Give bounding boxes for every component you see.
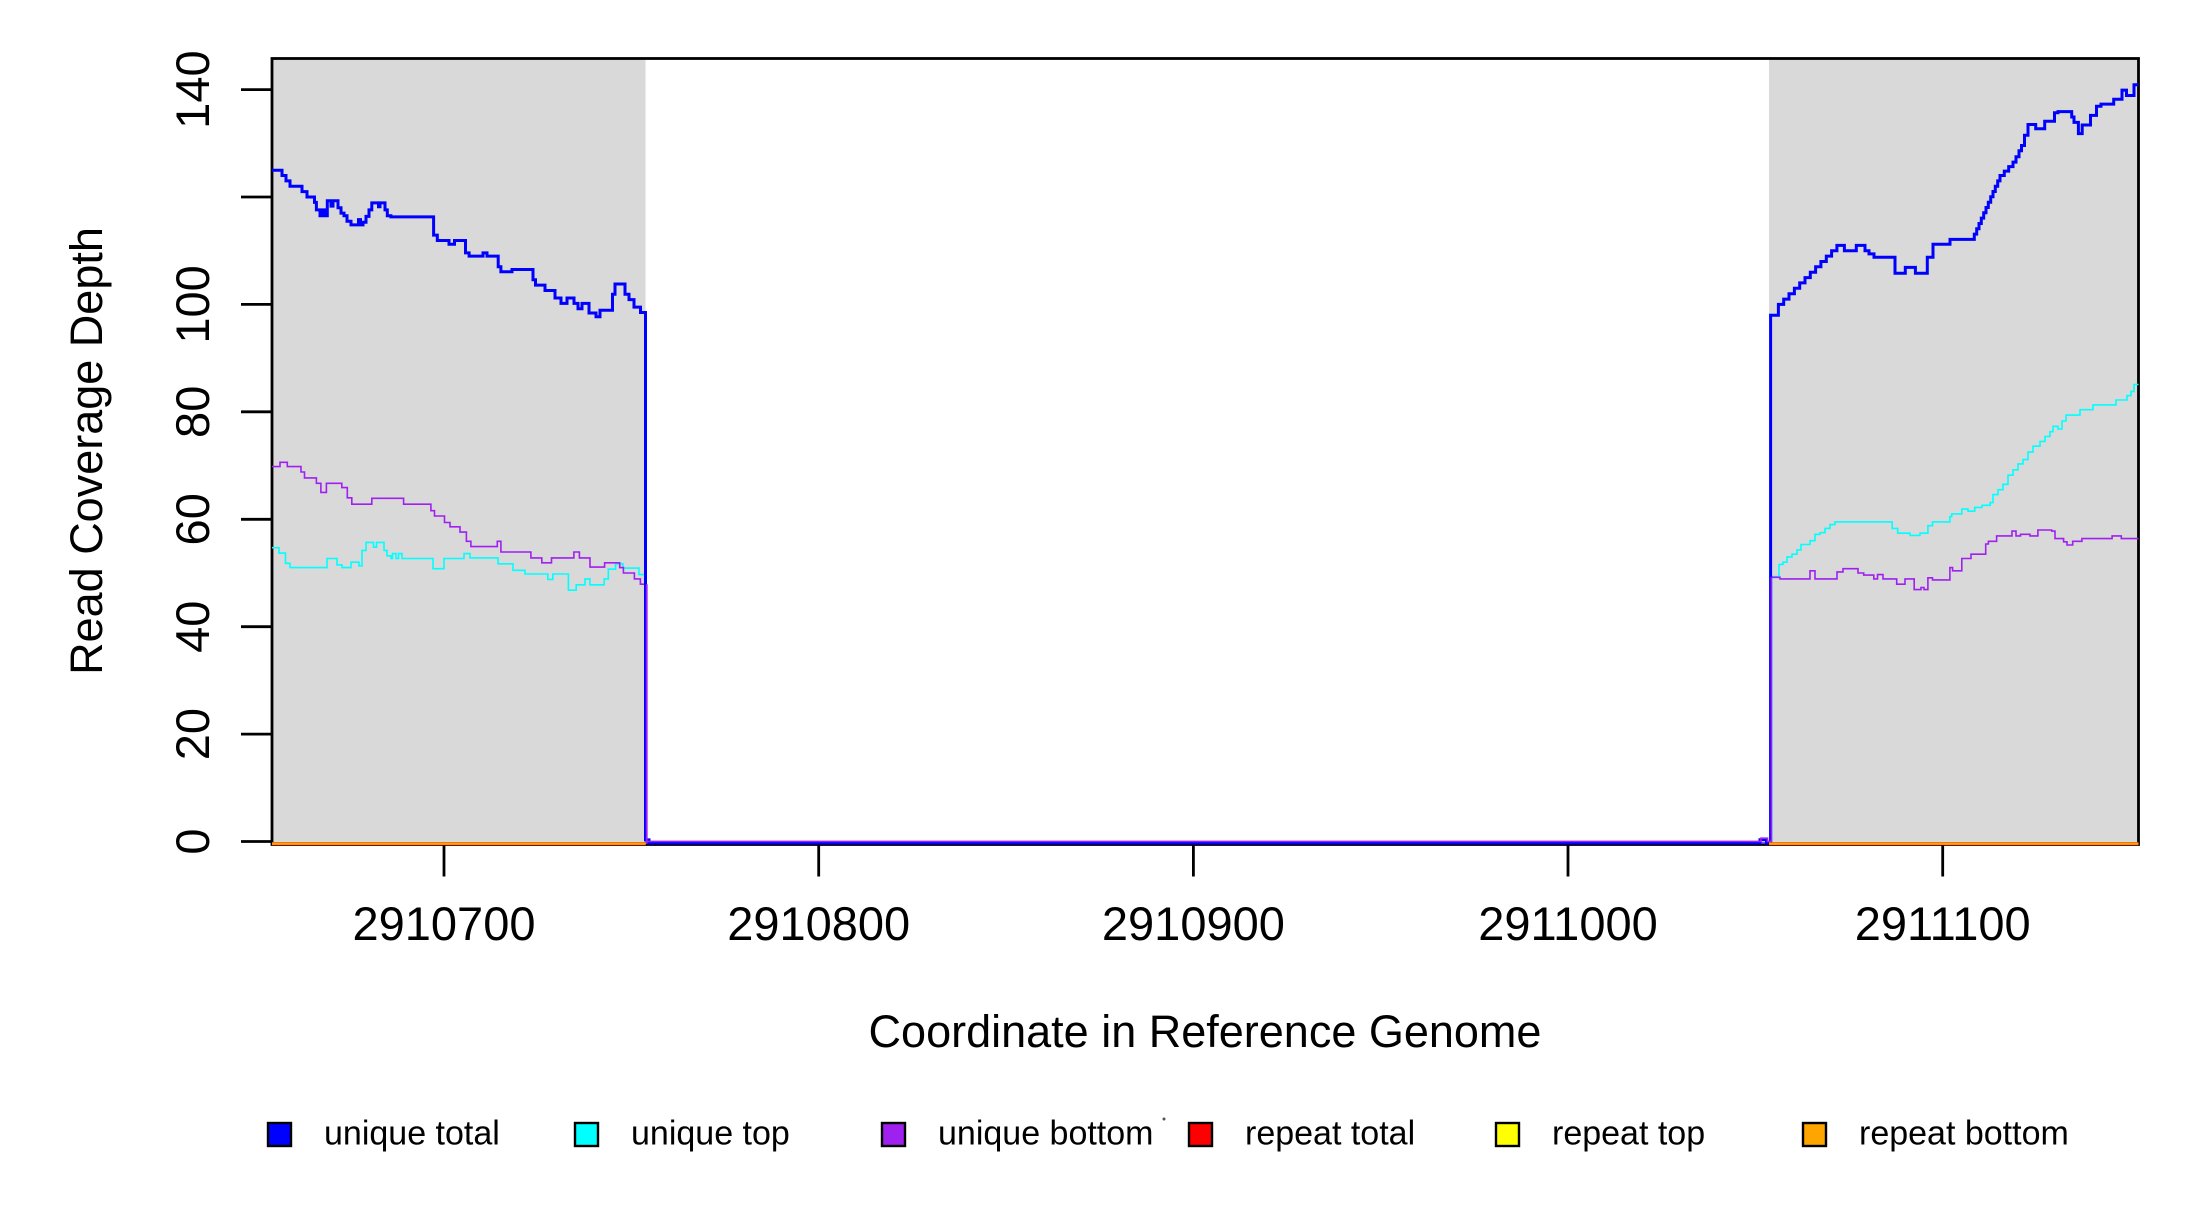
svg-text:2910700: 2910700	[353, 897, 536, 950]
svg-text:140: 140	[166, 50, 219, 128]
svg-text:2911100: 2911100	[1855, 897, 2031, 950]
svg-text:repeat top: repeat top	[1552, 1115, 1705, 1153]
svg-text:2911000: 2911000	[1478, 897, 1658, 950]
svg-text:unique bottom: unique bottom	[938, 1115, 1154, 1153]
svg-text:100: 100	[166, 265, 219, 343]
svg-text:0: 0	[166, 828, 219, 854]
svg-text:40: 40	[166, 601, 219, 653]
svg-text:Coordinate in Reference Genome: Coordinate in Reference Genome	[869, 1006, 1542, 1057]
svg-text:unique total: unique total	[324, 1115, 500, 1153]
svg-text:repeat total: repeat total	[1245, 1115, 1415, 1153]
svg-text:repeat bottom: repeat bottom	[1859, 1115, 2069, 1153]
svg-text:unique top: unique top	[631, 1115, 790, 1153]
svg-text:2910900: 2910900	[1102, 897, 1285, 950]
svg-text:60: 60	[166, 493, 219, 545]
svg-text:20: 20	[166, 708, 219, 760]
svg-text:2910800: 2910800	[727, 897, 910, 950]
svg-text:80: 80	[166, 386, 219, 438]
svg-text:Read Coverage Depth: Read Coverage Depth	[61, 227, 112, 675]
